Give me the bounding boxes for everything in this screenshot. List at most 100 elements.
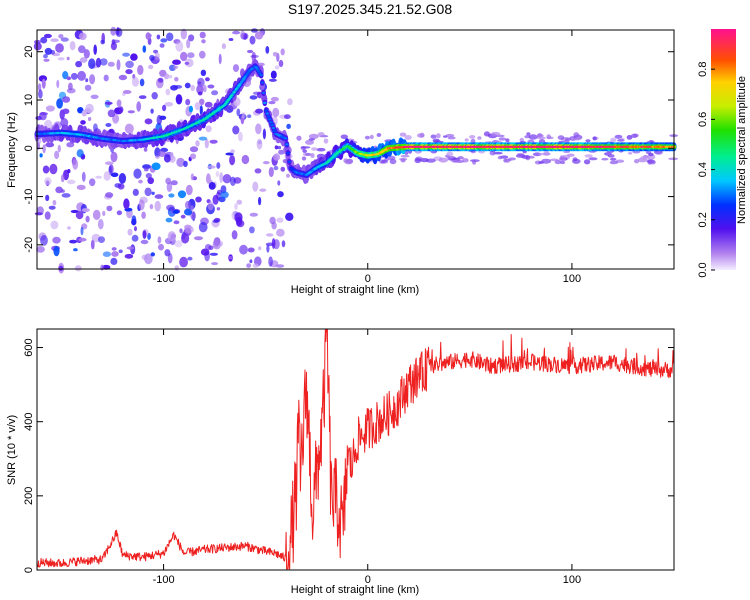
heatmap-ridge-core [233, 89, 238, 92]
heatmap-noise-cell [280, 48, 285, 56]
heatmap-noise-cell [39, 112, 48, 116]
heatmap-noise-cell [118, 249, 123, 254]
heatmap-noise-cell [258, 196, 262, 206]
heatmap-noise-cell [305, 139, 314, 145]
heatmap-noise-cell [61, 193, 71, 198]
heatmap-ridge-core [241, 79, 245, 82]
heatmap-noise-cell [219, 172, 224, 183]
heatmap-noise-cell [199, 31, 206, 39]
colorbar-label: Normalized spectral amplitude [736, 76, 748, 224]
heatmap-noise-cell [57, 144, 61, 153]
heatmap-noise-cell [50, 220, 59, 230]
heatmap-noise-cell [472, 159, 477, 165]
heatmap-ridge-core [255, 68, 260, 71]
heatmap-noise-cell [105, 161, 114, 165]
heatmap-noise-cell [77, 70, 86, 81]
heatmap-noise-cell [138, 95, 147, 99]
heatmap-noise-cell [179, 256, 189, 268]
heatmap-noise-cell [133, 168, 142, 179]
heatmap-noise-cell [55, 43, 64, 53]
heatmap-noise-cell [389, 158, 397, 165]
heatmap-noise-cell [189, 153, 197, 160]
heatmap-noise-cell [286, 173, 290, 178]
heatmap-noise-cell [58, 265, 64, 271]
heatmap-noise-cell [117, 183, 125, 190]
heatmap-noise-cell [634, 159, 640, 164]
heatmap-noise-cell [122, 52, 130, 57]
colorbar-tick-label: 0.6 [697, 112, 709, 127]
chart-title: S197.2025.345.21.52.G08 [288, 1, 452, 17]
heatmap-noise-cell [140, 239, 149, 245]
heatmap-noise-cell [266, 233, 274, 237]
heatmap-y-tick-label: -20 [23, 237, 35, 253]
heatmap-noise-cell [376, 133, 382, 137]
heatmap-noise-cell [45, 105, 55, 112]
heatmap-noise-cell [287, 98, 293, 106]
heatmap-noise-cell [536, 136, 546, 140]
heatmap-noise-cell [438, 157, 448, 163]
heatmap-noise-cell [110, 257, 118, 265]
heatmap-ridge-core [254, 66, 259, 69]
heatmap-noise-cell [107, 109, 116, 118]
heatmap-noise-cell [179, 228, 183, 234]
heatmap-noise-cell [470, 138, 476, 144]
snr-x-axis: -100 0 100 [153, 329, 581, 586]
heatmap-noise-cell [60, 37, 69, 42]
heatmap-noise-cell [187, 52, 195, 59]
heatmap-noise-cell [584, 154, 593, 158]
heatmap-noise-cell [100, 39, 105, 45]
heatmap-ridge-core [242, 77, 246, 80]
heatmap-noise-cell [132, 188, 139, 196]
heatmap-noise-cell [62, 108, 70, 115]
heatmap-noise-cell [189, 146, 199, 153]
heatmap-noise-cell [451, 159, 459, 163]
heatmap-noise-cell [142, 230, 147, 239]
heatmap-noise-cell [44, 177, 52, 186]
heatmap-noise-cell [344, 159, 353, 165]
heatmap-noise-cell [585, 139, 591, 143]
heatmap-noise-cell [493, 151, 503, 155]
heatmap-noise-cell [271, 238, 276, 249]
heatmap-noise-cell [118, 106, 124, 113]
heatmap-noise-cell [199, 98, 205, 106]
heatmap-noise-cell [219, 241, 223, 247]
snr-y-axis: 0 200 400 600 [23, 338, 674, 573]
heatmap-noise-cell [110, 26, 117, 36]
heatmap-noise-cell [53, 246, 60, 257]
heatmap-ridge-core [230, 94, 234, 97]
heatmap-noise-cell [89, 74, 96, 85]
heatmap-noise-cell [154, 200, 161, 212]
heatmap-x-tick-label: -100 [153, 273, 175, 285]
heatmap-noise-cell [607, 150, 612, 156]
heatmap-noise-cell [170, 180, 178, 186]
heatmap-noise-cell [491, 131, 501, 136]
heatmap-noise-cell [270, 70, 277, 79]
heatmap-noise-cell [73, 248, 78, 252]
heatmap-ridge-core [244, 74, 249, 77]
heatmap-ridge-core [243, 75, 247, 78]
heatmap-noise-cell [70, 72, 78, 80]
heatmap-ridge-core [236, 86, 240, 89]
heatmap-noise-cell [195, 140, 200, 147]
heatmap-noise-cell [197, 91, 203, 96]
heatmap-noise-cell [43, 58, 50, 62]
heatmap-noise-cell [85, 215, 90, 223]
heatmap-noise-cell [126, 246, 135, 250]
heatmap-noise-cell [285, 212, 294, 221]
heatmap-noise-cell [489, 150, 496, 156]
heatmap-noise-cell [167, 231, 176, 242]
heatmap-noise-cell [274, 65, 280, 70]
heatmap-noise-cell [45, 194, 50, 202]
heatmap-noise-cell [399, 132, 407, 137]
heatmap-noise-cell [323, 138, 329, 144]
heatmap-noise-cell [44, 211, 51, 220]
heatmap-noise-cell [180, 28, 187, 40]
heatmap-ridge-core [266, 115, 271, 118]
heatmap-ridge-core [270, 124, 275, 127]
heatmap-noise-cell [56, 98, 63, 109]
heatmap-noise-cell [166, 182, 173, 193]
heatmap-noise-cell [252, 181, 259, 192]
heatmap-noise-cell [543, 151, 550, 156]
heatmap-noise-cell [149, 204, 154, 210]
heatmap-noise-cell [110, 151, 118, 163]
